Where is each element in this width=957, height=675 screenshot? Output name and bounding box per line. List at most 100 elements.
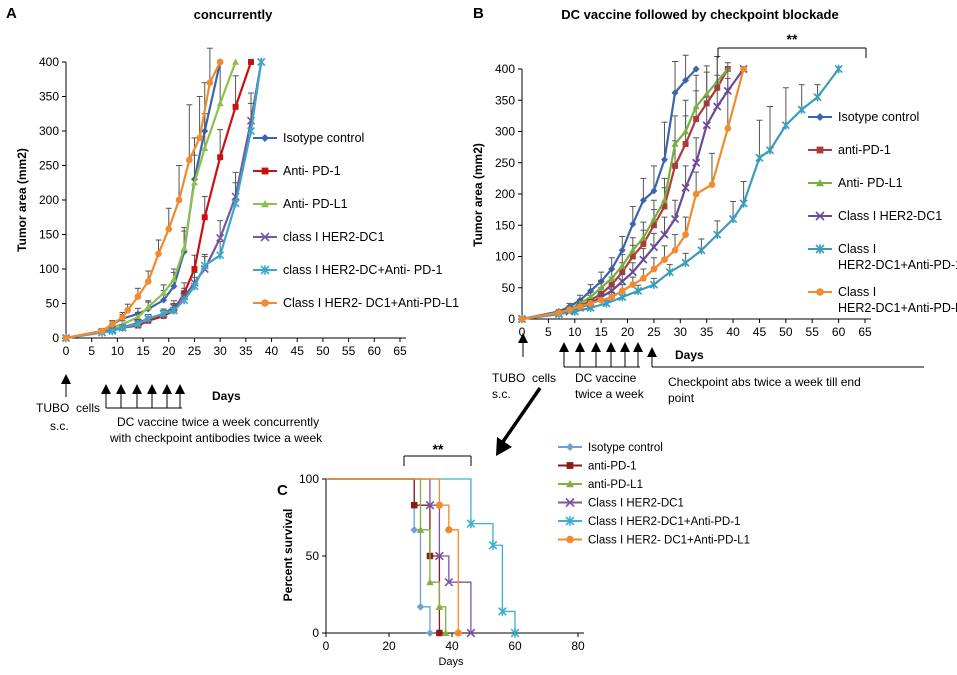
panel-a-x-tick-label: 20 bbox=[162, 344, 176, 358]
panel-c-legend-marker-5 bbox=[566, 535, 574, 544]
panel-a-dc-label-2: with checkpoint antibodies twice a week bbox=[109, 431, 323, 445]
panel-b-x-tick-label: 15 bbox=[594, 325, 608, 339]
panel-c-point-3 bbox=[435, 551, 444, 561]
panel-c-significance-bracket bbox=[403, 455, 472, 466]
panel-b-point-1 bbox=[693, 116, 700, 122]
panel-c-point-5 bbox=[454, 629, 462, 637]
panel-b-point-4 bbox=[739, 199, 748, 208]
panel-c-legend-label-2: anti-PD-L1 bbox=[588, 479, 643, 491]
panel-b-point-1 bbox=[629, 253, 636, 260]
panel-b-x-tick-label: 50 bbox=[779, 325, 793, 339]
panel-c-point-2 bbox=[435, 603, 444, 610]
panel-a-point-4 bbox=[200, 261, 209, 270]
panel-b-x-tick-label: 65 bbox=[858, 325, 872, 339]
panel-a-legend-label-4: class I HER2-DC+Anti- PD-1 bbox=[283, 263, 442, 277]
panel-a-point-5 bbox=[185, 156, 193, 164]
panel-a-point-1 bbox=[217, 154, 224, 161]
panel-a-point-5 bbox=[155, 250, 162, 258]
panel-a-point-4 bbox=[144, 314, 153, 323]
panel-b-dc-label-1: DC vaccine bbox=[575, 371, 637, 385]
panel-b-legend-marker-5 bbox=[816, 288, 824, 296]
panel-b-point-2 bbox=[597, 284, 605, 291]
panel-b-x-tick-label: 60 bbox=[832, 325, 846, 339]
panel-a-point-2 bbox=[170, 275, 178, 283]
panel-b-legend-label-0: Isotype control bbox=[838, 110, 919, 124]
panel-a-label: A bbox=[6, 5, 17, 22]
panel-c-legend-label-1: anti-PD-1 bbox=[588, 461, 637, 473]
panel-c-point-4 bbox=[510, 628, 520, 638]
panel-b-point-4 bbox=[781, 121, 790, 130]
panel-b-point-3 bbox=[607, 286, 616, 295]
panel-a-y-tick-label: 50 bbox=[46, 297, 60, 311]
panel-b-point-0 bbox=[618, 246, 626, 254]
panel-b-point-4 bbox=[765, 146, 775, 155]
panel-c-point-4 bbox=[488, 540, 498, 550]
panel-a-y-tick-label: 350 bbox=[39, 90, 59, 104]
panel-b-xlabel: Days bbox=[675, 348, 704, 362]
panel-b-tubo-label: TUBO cells bbox=[492, 371, 556, 385]
panel-a-legend-label-3: class I HER2-DC1 bbox=[283, 230, 384, 244]
panel-a-point-5 bbox=[165, 225, 173, 233]
panel-a-legend-label-1: Anti- PD-1 bbox=[283, 164, 341, 178]
panel-a-series-line-5 bbox=[65, 61, 222, 340]
panel-a-point-1 bbox=[232, 103, 239, 110]
panel-b-to-c-arrowhead bbox=[496, 437, 512, 456]
panel-c-point-5 bbox=[445, 526, 453, 534]
panel-b-point-4 bbox=[649, 280, 658, 289]
panel-a-legend-marker-4 bbox=[260, 265, 270, 275]
panel-a-y-tick-label: 400 bbox=[39, 55, 59, 69]
panel-b-point-2 bbox=[629, 246, 637, 254]
panel-a-point-4 bbox=[231, 199, 240, 208]
panel-b-label: B bbox=[473, 5, 484, 22]
panel-b-point-5 bbox=[587, 300, 594, 307]
panel-a-x-tick-label: 30 bbox=[213, 344, 227, 358]
panel-a-point-2 bbox=[180, 244, 188, 252]
panel-a-y-tick-label: 200 bbox=[39, 193, 59, 207]
panel-c-x-tick-label: 60 bbox=[508, 639, 522, 653]
panel-b-point-3 bbox=[618, 277, 627, 286]
panel-a-x-tick-label: 0 bbox=[63, 344, 70, 358]
panel-b-point-1 bbox=[619, 269, 626, 276]
panel-c-label: C bbox=[277, 482, 288, 499]
panel-a-legend-label-2: Anti- PD-L1 bbox=[283, 197, 348, 211]
panel-b-point-4 bbox=[618, 292, 627, 302]
panel-a-point-2 bbox=[216, 99, 224, 107]
panel-a-legend-label-5: Class I HER2- DC1+Anti-PD-L1 bbox=[283, 296, 459, 310]
panel-a-point-0 bbox=[160, 296, 168, 304]
panel-a-x-tick-label: 40 bbox=[265, 344, 279, 358]
panel-a-point-5 bbox=[175, 196, 183, 204]
panel-a-point-4 bbox=[108, 326, 117, 336]
panel-a-y-tick-label: 100 bbox=[39, 262, 59, 276]
panel-b-y-tick-label: 0 bbox=[508, 312, 515, 326]
panel-b-chart: DC vaccine followed by checkpoint blocka… bbox=[471, 7, 957, 456]
panel-a-point-5 bbox=[144, 278, 152, 285]
panel-b-dc-label-2: twice a week bbox=[575, 387, 645, 401]
panel-a-point-5 bbox=[216, 58, 224, 66]
panel-b-sc-label: s.c. bbox=[492, 387, 511, 401]
panel-b-legend-label-1: anti-PD-1 bbox=[838, 143, 891, 157]
panel-c-x-tick-label: 40 bbox=[445, 639, 459, 653]
panel-b-point-0 bbox=[660, 156, 668, 164]
panel-b-checkpoint-label-1: Checkpoint abs twice a week till end bbox=[668, 375, 861, 389]
panel-b-x-tick-label: 35 bbox=[700, 325, 714, 339]
panel-b-x-tick-label: 0 bbox=[519, 325, 526, 339]
panel-b-legend: Isotype control anti-PD-1 Anti- PD-L1 Class… bbox=[808, 110, 957, 315]
panel-a-timeline bbox=[61, 374, 185, 409]
panel-b-x-tick-label: 5 bbox=[545, 325, 552, 339]
panel-a-legend-marker-0 bbox=[261, 134, 269, 142]
panel-c-point-1 bbox=[410, 501, 418, 509]
panel-a-point-5 bbox=[206, 79, 214, 87]
panel-b-legend-label-4: Class I HER2-DC1+Anti-PD-1 bbox=[838, 242, 957, 272]
panel-b-point-4 bbox=[665, 267, 674, 277]
panel-b-point-4 bbox=[755, 153, 764, 162]
panel-a-point-4 bbox=[159, 309, 168, 319]
panel-b-legend-marker-1 bbox=[816, 146, 824, 154]
panel-a-y-tick-label: 0 bbox=[52, 331, 59, 345]
panel-c-point-2 bbox=[426, 578, 434, 586]
panel-b-point-3 bbox=[692, 158, 701, 167]
panel-b-legend-marker-3 bbox=[815, 211, 825, 221]
panel-b-x-tick-label: 10 bbox=[568, 325, 582, 339]
panel-a-point-4 bbox=[180, 295, 189, 305]
panel-b-x-tick-label: 45 bbox=[753, 325, 767, 339]
panel-a-title: concurrently bbox=[194, 7, 274, 22]
